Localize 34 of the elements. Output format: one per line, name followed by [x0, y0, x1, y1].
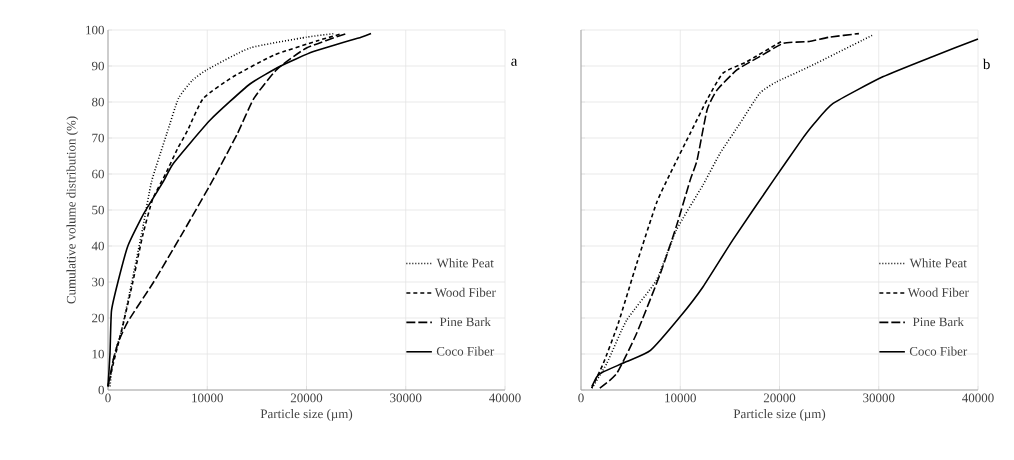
y-tick-label: 100 [86, 25, 104, 35]
y-tick-label: 70 [92, 133, 104, 143]
x-tick-label: 40000 [962, 393, 994, 403]
x-tick-label: 10000 [665, 393, 696, 403]
x-tick-label: 40000 [489, 393, 521, 403]
legend-label: White Peat [436, 258, 494, 268]
x-tick-label: 20000 [290, 393, 323, 403]
y-axis-title: Cumulative volume distribution (%) [66, 116, 79, 304]
legend-label: Coco Fiber [436, 346, 495, 356]
legend-label: Wood Fiber [907, 287, 969, 297]
text: a [511, 58, 518, 66]
x-tick-label: 20000 [763, 393, 796, 403]
y-tick-label: 20 [92, 313, 104, 323]
x-tick-label: 0 [105, 393, 111, 403]
x-tick-label: 0 [578, 393, 584, 403]
text: b [982, 58, 990, 70]
x-tick-label: 30000 [390, 393, 422, 403]
y-tick-label: 10 [92, 349, 104, 359]
x-tick-label: 30000 [863, 393, 895, 403]
y-tick-label: 80 [92, 97, 104, 107]
legend-label: Wood Fiber [434, 287, 496, 297]
legend-label: Pine Bark [912, 317, 964, 327]
x-axis-title: Particle size (µm) [260, 409, 353, 421]
y-tick-label: 40 [91, 241, 104, 251]
legend-label: White Peat [909, 258, 967, 268]
y-tick-label: 50 [92, 205, 104, 215]
legend-label: Coco Fiber [909, 346, 968, 356]
legend-label: Pine Bark [439, 317, 491, 327]
x-tick-label: 10000 [192, 393, 223, 403]
y-tick-label: 0 [98, 385, 104, 395]
y-tick-label: 30 [92, 277, 104, 287]
y-tick-label: 90 [91, 61, 104, 71]
y-tick-label: 60 [92, 169, 104, 179]
x-axis-title: Particle size (µm) [733, 409, 826, 421]
